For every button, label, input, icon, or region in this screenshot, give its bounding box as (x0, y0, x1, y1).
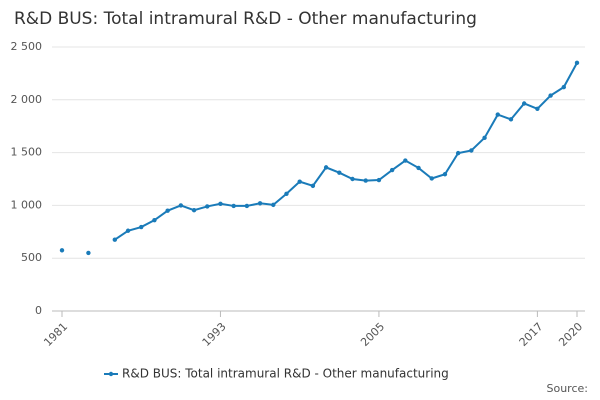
data-point (455, 150, 461, 156)
legend-marker (108, 371, 114, 377)
data-point (297, 179, 302, 184)
data-point (416, 165, 421, 171)
data-point (257, 201, 263, 206)
chart-title: R&D BUS: Total intramural R&D - Other ma… (14, 9, 477, 29)
data-point (574, 60, 580, 66)
data-point (561, 84, 566, 90)
data-point (205, 204, 210, 209)
data-point (482, 135, 487, 141)
legend-label: R&D BUS: Total intramural R&D - Other ma… (122, 367, 449, 381)
data-point (389, 167, 395, 173)
data-point (271, 202, 276, 208)
data-point (495, 112, 500, 117)
data-point (376, 177, 382, 183)
data-point (178, 203, 184, 208)
data-point (323, 165, 329, 170)
series-line (114, 62, 578, 241)
data-point (284, 191, 289, 196)
data-point (139, 224, 144, 230)
data-point (244, 203, 250, 209)
data-point (350, 176, 355, 182)
data-point (152, 217, 157, 223)
data-point (125, 228, 131, 233)
data-point (403, 158, 408, 163)
data-point (521, 101, 527, 106)
data-point (231, 203, 236, 209)
data-point (112, 237, 118, 242)
data-point (469, 148, 474, 153)
data-point (442, 172, 448, 177)
y-tick-label: 500 (21, 251, 42, 264)
y-tick-label: 2 500 (11, 40, 43, 53)
data-point (508, 117, 514, 122)
x-tick-label: 2017 (517, 320, 546, 349)
data-point (363, 178, 368, 183)
y-tick-label: 1 500 (11, 146, 43, 159)
data-point (218, 201, 223, 207)
data-point (165, 208, 170, 213)
x-tick-label: 2005 (358, 320, 387, 349)
y-tick-label: 2 000 (11, 93, 43, 106)
data-point (548, 93, 553, 98)
data-point (59, 248, 65, 253)
data-point (429, 176, 434, 181)
x-tick-label: 2020 (556, 320, 585, 349)
x-tick-label: 1981 (41, 320, 70, 349)
data-point (337, 170, 342, 175)
data-point (86, 250, 91, 256)
y-tick-label: 0 (35, 304, 42, 317)
x-tick-label: 1993 (200, 320, 229, 349)
y-tick-label: 1 000 (11, 198, 43, 211)
source: Source: (547, 382, 589, 395)
data-point (191, 207, 197, 213)
data-point (535, 106, 540, 111)
data-point (310, 183, 316, 189)
